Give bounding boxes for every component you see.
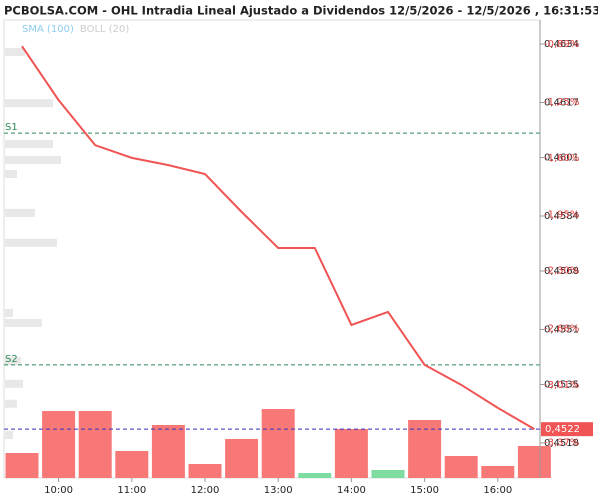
legend-entry: BOLL (20) — [80, 24, 130, 35]
current-price-label: 0,4522 — [545, 424, 580, 435]
volume-bar — [261, 409, 295, 478]
y-tick-label: 0,4568 — [544, 266, 579, 277]
volume-profile-bar — [5, 47, 25, 56]
y-tick-label: 0,4634 — [544, 39, 579, 50]
chart-title: PCBOLSA.COM - OHL Intradia Lineal Ajusta… — [4, 4, 598, 18]
volume-profile-bar — [5, 318, 42, 327]
price-line — [21, 45, 535, 431]
volume-profile-bar — [5, 308, 13, 317]
y2-tick-label: -2,30% — [544, 266, 579, 277]
volume-bar — [298, 473, 332, 478]
x-tick-label: 14:00 — [337, 485, 366, 496]
volume-bar — [334, 429, 368, 478]
support-label: S2 — [5, 354, 18, 365]
y2-tick-label: -1,95% — [544, 209, 579, 220]
current-price-box — [541, 422, 593, 437]
volume-profile-bar — [5, 140, 53, 149]
x-tick-label: 15:00 — [410, 485, 439, 496]
legend-entry: SMA (100) — [22, 24, 74, 35]
volume-profile-bar — [5, 399, 17, 408]
volume-profile-bar — [5, 357, 21, 366]
volume-bar — [78, 411, 112, 478]
y-tick-label: 0,4518 — [544, 438, 579, 449]
volume-bar — [371, 470, 405, 478]
x-tick-label: 13:00 — [264, 485, 293, 496]
x-tick-label: 16:00 — [483, 485, 512, 496]
volume-bar — [151, 425, 185, 478]
support-label: S1 — [5, 122, 18, 133]
y2-tick-label: -3,37% — [544, 438, 579, 449]
y-tick-label: 0,4535 — [544, 379, 579, 390]
x-tick-label: 10:00 — [44, 485, 73, 496]
volume-bar — [517, 446, 551, 478]
volume-bar — [225, 439, 259, 478]
volume-bar — [444, 456, 478, 478]
volume-profile-bar — [5, 155, 61, 164]
volume-bar — [42, 411, 76, 478]
y2-tick-label: -0,89% — [544, 39, 579, 50]
y2-tick-label: -1,25% — [544, 97, 579, 108]
y2-tick-label: -2,66% — [544, 324, 579, 335]
volume-profile-bar — [5, 170, 17, 179]
volume-profile-bar — [5, 431, 13, 440]
y-tick-label: 0,4584 — [544, 211, 579, 222]
volume-profile-bar — [5, 238, 57, 247]
x-tick-label: 11:00 — [117, 485, 146, 496]
volume-bar — [115, 451, 149, 478]
x-tick-label: 12:00 — [191, 485, 220, 496]
plot-area — [3, 19, 541, 479]
volume-bar — [5, 453, 39, 478]
volume-profile-bar — [5, 379, 23, 388]
volume-bar — [481, 466, 515, 478]
y-tick-label: 0,4551 — [544, 324, 579, 335]
volume-profile-bar — [5, 208, 35, 217]
y2-tick-label: -3,01% — [544, 380, 579, 391]
volume-profile-bar — [5, 99, 53, 108]
y2-tick-label: -1,60% — [544, 153, 579, 164]
y-tick-label: 0,4601 — [544, 153, 579, 164]
y-tick-label: 0,4617 — [544, 98, 579, 109]
volume-bar — [188, 464, 222, 478]
